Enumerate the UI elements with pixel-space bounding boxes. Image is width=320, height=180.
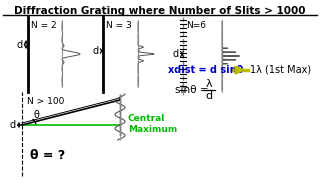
Text: N = 3: N = 3 — [106, 21, 132, 30]
Text: Diffraction Grating where Number of Slits > 1000: Diffraction Grating where Number of Slit… — [14, 6, 306, 16]
Text: θ: θ — [34, 110, 40, 120]
Text: d: d — [205, 91, 212, 101]
Text: d: d — [93, 46, 99, 56]
Text: λ: λ — [206, 79, 212, 89]
Text: 1λ (1st Max): 1λ (1st Max) — [250, 65, 311, 75]
Text: d: d — [173, 49, 179, 59]
Text: sinθ =: sinθ = — [175, 85, 212, 95]
Text: d: d — [10, 120, 16, 130]
Text: N > 100: N > 100 — [27, 97, 64, 106]
Text: θ = ?: θ = ? — [30, 149, 65, 162]
Text: d: d — [17, 40, 23, 50]
Text: Central
Maximum: Central Maximum — [128, 114, 177, 134]
Text: N=6: N=6 — [186, 21, 206, 30]
Text: N = 2: N = 2 — [31, 21, 57, 30]
Text: xdist = d sinθ: xdist = d sinθ — [168, 65, 247, 75]
